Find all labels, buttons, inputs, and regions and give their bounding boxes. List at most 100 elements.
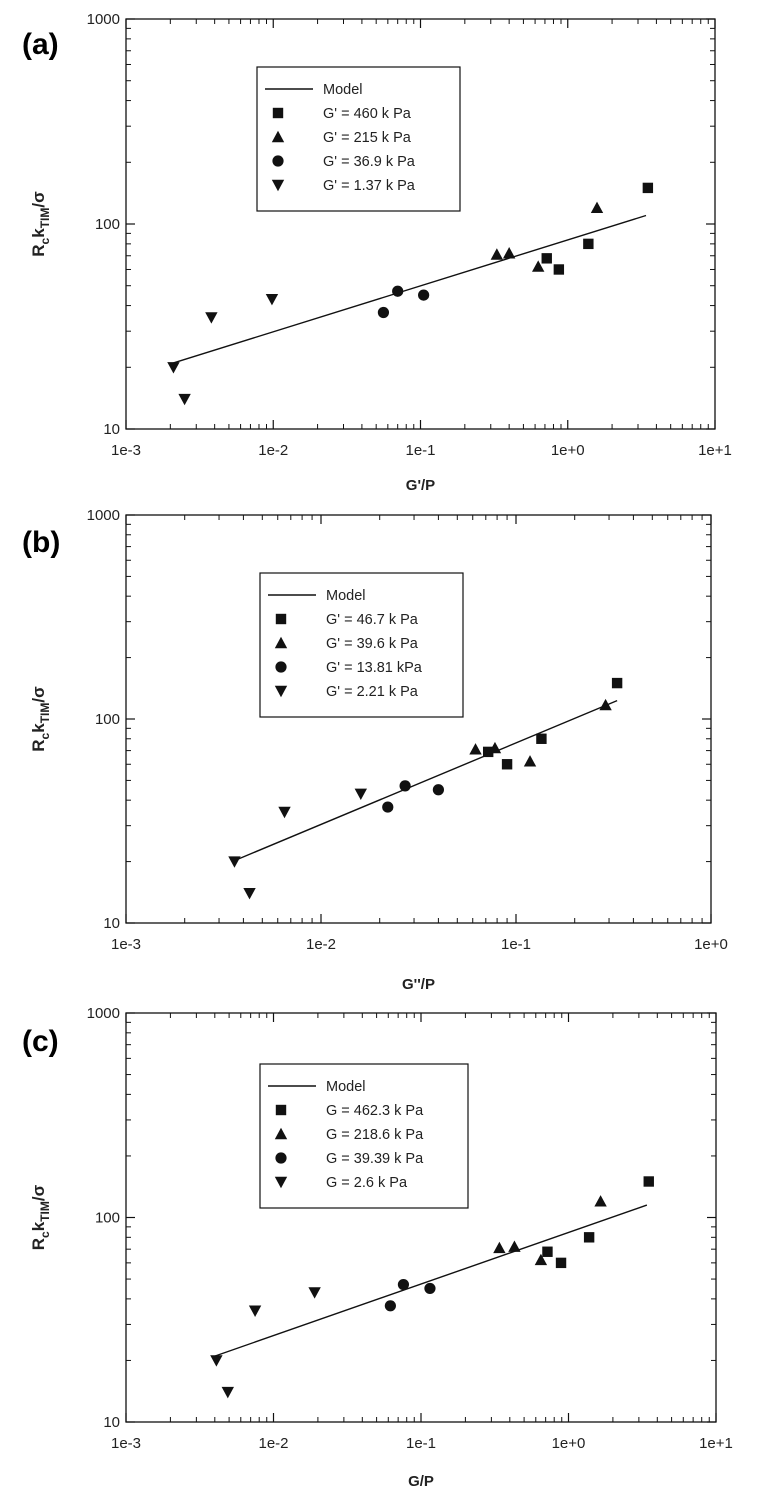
data-point-triangle-down — [354, 788, 368, 800]
legend-label: G' = 2.21 k Pa — [326, 684, 419, 700]
x-axis-label: G/P — [408, 1473, 434, 1490]
data-point-triangle-up — [599, 698, 612, 711]
x-tick-label: 1e-1 — [501, 936, 531, 953]
legend-label: G' = 460 k Pa — [323, 106, 412, 122]
x-tick-label: 1e-3 — [111, 936, 141, 953]
x-tick-label: 1e-3 — [111, 1435, 141, 1452]
data-point-square — [482, 746, 494, 758]
legend-label: G = 218.6 k Pa — [326, 1127, 424, 1143]
data-point-circle — [384, 1300, 396, 1312]
data-point-triangle-up — [469, 743, 482, 755]
y-tick-label: 10 — [103, 1414, 120, 1431]
legend-marker-triangle-up — [274, 636, 288, 649]
model-line — [214, 1204, 648, 1357]
legend-label: G' = 215 k Pa — [323, 130, 412, 146]
y-axis-label: RckTIM/σ — [29, 191, 52, 257]
x-tick-label: 1e+0 — [551, 442, 585, 459]
data-point-square — [542, 1246, 553, 1257]
data-point-triangle-up — [532, 260, 545, 272]
panel-label: (b) — [22, 526, 60, 559]
data-point-triangle-down — [210, 1355, 223, 1367]
y-axis-label: RckTIM/σ — [29, 1184, 52, 1250]
data-point-triangle-down — [243, 887, 256, 900]
chart-panel-1: 1e-3 1e-2 1e-1 1e+0 1e+1 10 100 1000 (a) G'/P RckT… — [22, 11, 732, 494]
data-point-triangle-up — [590, 201, 604, 213]
panel-label: (c) — [22, 1025, 59, 1058]
data-point-circle — [424, 1282, 436, 1295]
data-point-circle — [397, 1278, 410, 1291]
data-point-triangle-down — [248, 1305, 262, 1317]
x-tick-label: 1e-3 — [111, 442, 141, 459]
data-point-triangle-up — [594, 1195, 607, 1207]
legend-label: Model — [326, 1079, 366, 1095]
data-point-triangle-down — [265, 293, 279, 306]
legend-label: Model — [326, 588, 366, 604]
x-tick-label: 1e+1 — [699, 1435, 733, 1452]
legend-marker-square — [275, 613, 287, 625]
legend-marker-circle — [272, 155, 284, 167]
data-point-square — [643, 1176, 654, 1187]
legend-marker-triangle-down — [274, 685, 288, 698]
x-tick-label: 1e+1 — [698, 442, 732, 459]
data-point-triangle-up — [490, 248, 504, 260]
x-tick-label: 1e-2 — [306, 936, 336, 953]
data-point-circle — [399, 780, 411, 792]
data-point-triangle-up — [523, 755, 537, 767]
data-point-triangle-up — [502, 247, 516, 259]
legend: Model G' = 46.7 k Pa G' = 39.6 k Pa G' = 13… — [259, 572, 464, 718]
legend-box — [259, 572, 464, 718]
y-tick-label: 100 — [95, 711, 120, 728]
legend: Model G' = 460 k Pa G' = 215 k Pa G' = 36.9… — [256, 66, 461, 212]
legend-label: G' = 36.9 k Pa — [323, 154, 416, 170]
legend-label: G' = 13.81 kPa — [326, 660, 423, 676]
data-point-triangle-down — [228, 856, 241, 868]
data-point-circle — [432, 784, 445, 796]
legend-box — [256, 66, 461, 212]
data-point-triangle-up — [493, 1241, 506, 1254]
model-line — [173, 214, 647, 364]
legend: Model G = 462.3 k Pa G = 218.6 k Pa G = 39.… — [259, 1063, 469, 1209]
data-point-triangle-down — [178, 393, 191, 406]
data-point-triangle-down — [205, 312, 218, 324]
legend-marker-triangle-up — [274, 1127, 288, 1140]
data-point-square — [553, 264, 565, 275]
legend-marker-triangle-down — [274, 1176, 288, 1189]
data-point-circle — [418, 289, 430, 301]
legend-marker-square — [272, 107, 284, 119]
legend-marker-triangle-down — [271, 179, 285, 192]
x-tick-label: 1e-2 — [258, 1435, 288, 1452]
chart-panel-2: 1e-3 1e-2 1e-1 1e+0 10 100 1000 (b) G''/P RckTIM/… — [22, 507, 728, 993]
data-point-triangle-down — [278, 806, 291, 819]
data-point-square — [555, 1257, 567, 1269]
data-point-triangle-down — [308, 1287, 321, 1299]
x-tick-label: 1e-2 — [258, 442, 288, 459]
x-tick-label: 1e+0 — [694, 936, 728, 953]
data-point-square — [642, 182, 654, 194]
data-point-square — [583, 1232, 595, 1243]
legend-label: G' = 46.7 k Pa — [326, 612, 419, 628]
y-tick-label: 100 — [95, 216, 120, 233]
x-tick-label: 1e+0 — [552, 1435, 586, 1452]
legend-marker-square — [275, 1104, 287, 1116]
data-point-square — [536, 733, 547, 744]
panel-label: (a) — [22, 28, 59, 61]
y-tick-label: 1000 — [87, 507, 120, 524]
y-axis-label: RckTIM/σ — [29, 686, 52, 752]
x-axis-label: G'/P — [406, 477, 435, 494]
model-line — [231, 700, 618, 863]
y-tick-label: 10 — [103, 421, 120, 438]
data-point-triangle-down — [221, 1386, 235, 1399]
y-tick-label: 100 — [95, 1210, 120, 1227]
data-point-triangle-up — [534, 1253, 548, 1266]
chart-panel-3: 1e-3 1e-2 1e-1 1e+0 1e+1 10 100 1000 (c) G/P RckTI… — [22, 1005, 733, 1490]
data-point-square — [611, 677, 623, 689]
legend-label: G = 462.3 k Pa — [326, 1103, 424, 1119]
data-point-circle — [382, 801, 394, 813]
data-point-circle — [392, 285, 404, 297]
data-point-square — [501, 759, 513, 770]
legend-marker-circle — [275, 661, 287, 673]
y-tick-label: 1000 — [87, 1005, 120, 1022]
y-tick-label: 1000 — [87, 11, 120, 28]
x-tick-label: 1e-1 — [406, 1435, 436, 1452]
